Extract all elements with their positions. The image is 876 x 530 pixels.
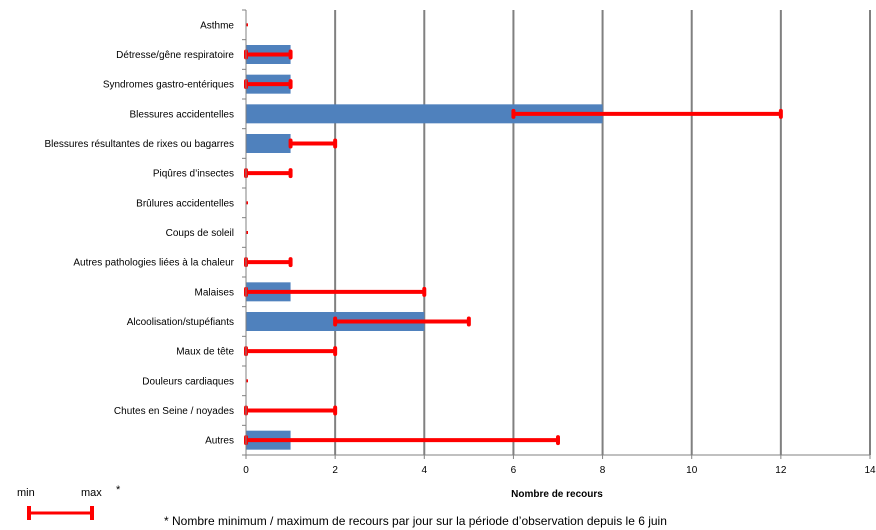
- range-max-cap: [288, 79, 293, 90]
- range-min-cap: [333, 316, 338, 327]
- range-max-cap: [288, 168, 293, 179]
- category-label: Douleurs cardiaques: [142, 376, 234, 387]
- x-tick-label: 2: [332, 465, 338, 476]
- legend-min-label: min: [17, 487, 35, 499]
- legend-asterisk: *: [116, 484, 121, 496]
- range-max-cap: [778, 108, 783, 119]
- category-label: Alcoolisation/stupéfiants: [127, 317, 234, 328]
- range-marker: [244, 346, 338, 357]
- x-tick-label: 8: [600, 465, 606, 476]
- category-label: Détresse/gêne respiratoire: [116, 50, 234, 61]
- range-max-cap: [556, 435, 560, 446]
- range-max-cap: [333, 346, 338, 357]
- range-max-cap: [288, 257, 293, 268]
- x-tick-label: 14: [864, 465, 876, 476]
- range-marker: [333, 316, 471, 327]
- category-label: Asthme: [200, 20, 234, 31]
- range-max-cap: [466, 316, 471, 327]
- category-label: Coups de soleil: [166, 228, 234, 239]
- range-max-cap: [288, 49, 293, 60]
- category-labels: Asthme Détresse/gêne respiratoire Syndrome…: [44, 20, 234, 446]
- axes: [242, 9, 871, 459]
- range-marker: [244, 257, 293, 268]
- x-tick-label: 4: [422, 465, 428, 476]
- gridlines: [334, 10, 871, 455]
- x-tick-label: 0: [243, 465, 249, 476]
- category-label: Brûlures accidentelles: [136, 198, 234, 209]
- range-marker: [244, 405, 338, 416]
- x-tick-label: 6: [511, 465, 517, 476]
- category-label: Blessures résultantes de rixes ou bagarr…: [44, 139, 234, 150]
- range-marker: [244, 168, 293, 179]
- range-marker: [246, 23, 248, 27]
- bar: [246, 134, 291, 153]
- category-label: Autres pathologies liées à la chaleur: [73, 258, 234, 269]
- range-marker: [246, 379, 248, 383]
- category-label: Chutes en Seine / noyades: [114, 406, 234, 417]
- x-axis-title: Nombre de recours: [511, 489, 603, 500]
- range-marker: [246, 231, 248, 234]
- x-tick-label: 10: [686, 465, 698, 476]
- category-label: Autres: [205, 436, 234, 447]
- range-max-cap: [422, 286, 427, 297]
- range-point: [246, 23, 248, 27]
- range-marker: [288, 138, 338, 149]
- x-tick-label: 12: [775, 465, 787, 476]
- category-label: Maux de tête: [176, 347, 234, 358]
- category-label: Blessures accidentelles: [130, 109, 235, 120]
- x-tick-labels: 0 2 4 6 8 10 12 14: [243, 465, 876, 476]
- footnote: * Nombre minimum / maximum de recours pa…: [164, 514, 667, 528]
- range-max-cap: [333, 405, 338, 416]
- min-max-ranges: [244, 23, 783, 446]
- range-min-cap: [511, 108, 516, 119]
- category-label: Malaises: [195, 287, 234, 298]
- range-max-cap: [333, 138, 338, 149]
- range-point: [246, 231, 248, 234]
- category-label: Piqûres d’insectes: [153, 169, 234, 180]
- range-point: [246, 201, 248, 205]
- range-marker: [511, 108, 783, 119]
- range-point: [246, 379, 248, 383]
- range-min-cap: [288, 138, 293, 149]
- legend-max-label: max: [81, 487, 102, 499]
- range-marker: [246, 201, 248, 205]
- category-label: Syndromes gastro-entériques: [103, 80, 234, 91]
- legend: min max *: [17, 484, 121, 520]
